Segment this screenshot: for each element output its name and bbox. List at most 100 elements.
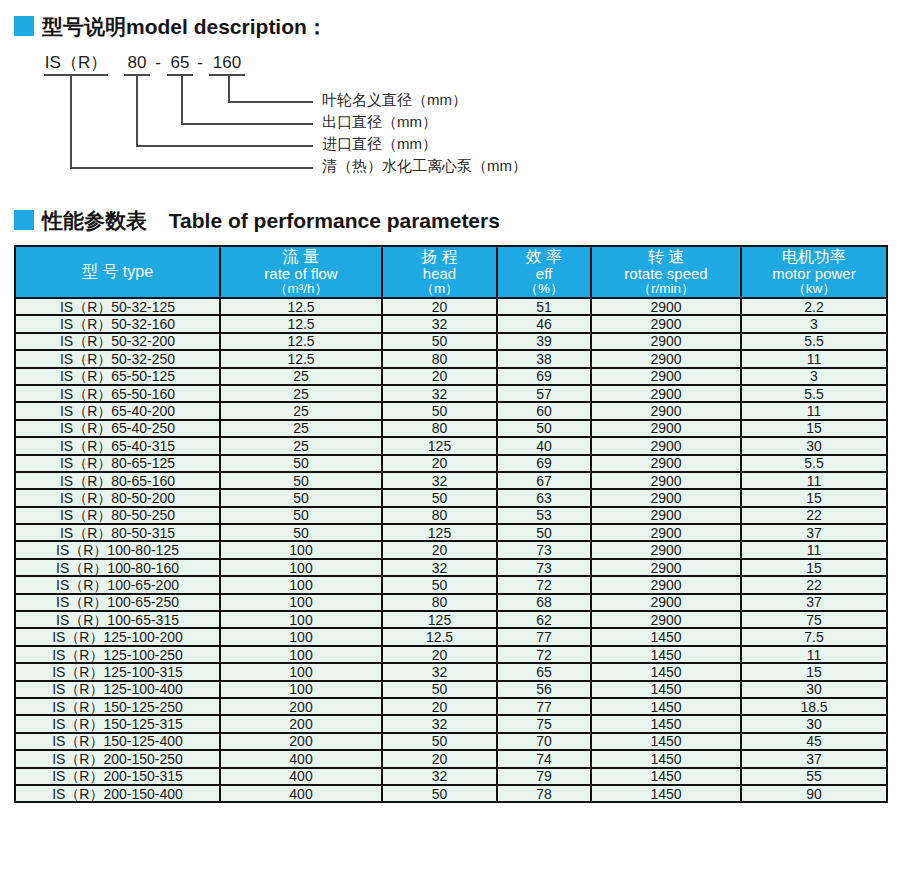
head-cell: 32 bbox=[382, 385, 497, 402]
type-cell: IS（R）50-32-250 bbox=[15, 350, 220, 367]
col-header-eff-unit: （%） bbox=[498, 281, 590, 296]
callout-line bbox=[70, 75, 72, 168]
type-cell: IS（R）100-80-160 bbox=[15, 559, 220, 576]
table-row: IS（R）125-100-20010012.57714507.5 bbox=[15, 628, 887, 645]
head-cell: 20 bbox=[382, 541, 497, 558]
eff-cell: 50 bbox=[497, 420, 591, 437]
callout-impeller-diameter: 叶轮名义直径（mm） bbox=[322, 91, 467, 111]
table-row: IS（R）65-50-12525206929003 bbox=[15, 368, 887, 385]
eff-cell: 79 bbox=[497, 768, 591, 785]
flow-cell: 100 bbox=[220, 663, 382, 680]
table-row: IS（R）150-125-4002005070145045 bbox=[15, 733, 887, 750]
table-row: IS（R）200-150-4004005078145090 bbox=[15, 785, 887, 802]
head-cell: 32 bbox=[382, 768, 497, 785]
flow-cell: 25 bbox=[220, 437, 382, 454]
type-cell: IS（R）125-100-200 bbox=[15, 628, 220, 645]
callout-line bbox=[70, 167, 313, 169]
col-header-power: 电机功率 motor power （kw） bbox=[741, 246, 887, 298]
power-cell: 3 bbox=[741, 368, 887, 385]
flow-cell: 100 bbox=[220, 559, 382, 576]
col-header-flow-unit: （m³/h） bbox=[221, 281, 381, 296]
section-bullet-icon bbox=[14, 210, 34, 230]
callout-line bbox=[181, 123, 313, 125]
eff-cell: 77 bbox=[497, 628, 591, 645]
type-cell: IS（R）80-50-200 bbox=[15, 489, 220, 506]
power-cell: 7.5 bbox=[741, 628, 887, 645]
type-cell: IS（R）200-150-400 bbox=[15, 785, 220, 802]
flow-cell: 25 bbox=[220, 402, 382, 419]
callout-line bbox=[181, 75, 183, 124]
flow-cell: 25 bbox=[220, 385, 382, 402]
speed-cell: 2900 bbox=[591, 594, 741, 611]
type-cell: IS（R）80-65-160 bbox=[15, 472, 220, 489]
eff-cell: 77 bbox=[497, 698, 591, 715]
speed-cell: 2900 bbox=[591, 350, 741, 367]
eff-cell: 53 bbox=[497, 507, 591, 524]
speed-cell: 2900 bbox=[591, 559, 741, 576]
table-row: IS（R）80-65-12550206929005.5 bbox=[15, 455, 887, 472]
flow-cell: 200 bbox=[220, 733, 382, 750]
eff-cell: 72 bbox=[497, 646, 591, 663]
col-header-power-unit: （kw） bbox=[742, 281, 886, 296]
eff-cell: 69 bbox=[497, 368, 591, 385]
table-row: IS（R）150-125-3152003275145030 bbox=[15, 715, 887, 732]
speed-cell: 2900 bbox=[591, 455, 741, 472]
power-cell: 37 bbox=[741, 750, 887, 767]
table-row: IS（R）125-100-2501002072145011 bbox=[15, 646, 887, 663]
eff-cell: 40 bbox=[497, 437, 591, 454]
type-cell: IS（R）100-65-250 bbox=[15, 594, 220, 611]
type-cell: IS（R）50-32-200 bbox=[15, 333, 220, 350]
head-cell: 50 bbox=[382, 681, 497, 698]
model-code-impeller-diameter: 160 bbox=[209, 52, 245, 76]
eff-cell: 39 bbox=[497, 333, 591, 350]
head-cell: 12.5 bbox=[382, 628, 497, 645]
flow-cell: 100 bbox=[220, 646, 382, 663]
col-header-head-zh: 扬 程 bbox=[383, 248, 496, 266]
model-code-diagram: IS（R） 80 - 65 - 160 叶轮名义直径（mm） 出口直径（mm） … bbox=[0, 46, 900, 201]
eff-cell: 38 bbox=[497, 350, 591, 367]
col-header-type: 型 号 type bbox=[15, 246, 220, 298]
speed-cell: 2900 bbox=[591, 576, 741, 593]
flow-cell: 200 bbox=[220, 698, 382, 715]
model-code-inlet-diameter: 80 bbox=[124, 52, 150, 76]
speed-cell: 1450 bbox=[591, 785, 741, 802]
performance-title-en: Table of performance parameters bbox=[169, 209, 500, 232]
table-row: IS（R）65-40-3152512540290030 bbox=[15, 437, 887, 454]
type-cell: IS（R）65-50-160 bbox=[15, 385, 220, 402]
col-header-eff-en: eff bbox=[498, 266, 590, 281]
eff-cell: 57 bbox=[497, 385, 591, 402]
power-cell: 55 bbox=[741, 768, 887, 785]
head-cell: 50 bbox=[382, 733, 497, 750]
speed-cell: 2900 bbox=[591, 541, 741, 558]
eff-cell: 72 bbox=[497, 576, 591, 593]
power-cell: 11 bbox=[741, 541, 887, 558]
type-cell: IS（R）200-150-250 bbox=[15, 750, 220, 767]
head-cell: 20 bbox=[382, 698, 497, 715]
eff-cell: 67 bbox=[497, 472, 591, 489]
type-cell: IS（R）50-32-125 bbox=[15, 298, 220, 315]
power-cell: 11 bbox=[741, 646, 887, 663]
flow-cell: 12.5 bbox=[220, 315, 382, 332]
flow-cell: 50 bbox=[220, 472, 382, 489]
speed-cell: 2900 bbox=[591, 524, 741, 541]
model-description-title: 型号说明model description： bbox=[42, 13, 328, 41]
table-row: IS（R）80-50-200505063290015 bbox=[15, 489, 887, 506]
callout-inlet-diameter: 进口直径（mm） bbox=[322, 135, 437, 155]
head-cell: 50 bbox=[382, 402, 497, 419]
power-cell: 30 bbox=[741, 715, 887, 732]
type-cell: IS（R）100-80-125 bbox=[15, 541, 220, 558]
callout-outlet-diameter: 出口直径（mm） bbox=[322, 113, 437, 133]
power-cell: 15 bbox=[741, 489, 887, 506]
type-cell: IS（R）80-50-315 bbox=[15, 524, 220, 541]
flow-cell: 50 bbox=[220, 507, 382, 524]
section-bullet-icon bbox=[14, 16, 34, 36]
power-cell: 15 bbox=[741, 663, 887, 680]
performance-table-title: 性能参数表 Table of performance parameters bbox=[42, 207, 500, 235]
flow-cell: 100 bbox=[220, 611, 382, 628]
power-cell: 22 bbox=[741, 507, 887, 524]
col-header-flow-en: rate of flow bbox=[221, 266, 381, 281]
model-code-series: IS（R） bbox=[44, 52, 108, 76]
type-cell: IS（R）150-125-250 bbox=[15, 698, 220, 715]
speed-cell: 1450 bbox=[591, 768, 741, 785]
type-cell: IS（R）125-100-250 bbox=[15, 646, 220, 663]
